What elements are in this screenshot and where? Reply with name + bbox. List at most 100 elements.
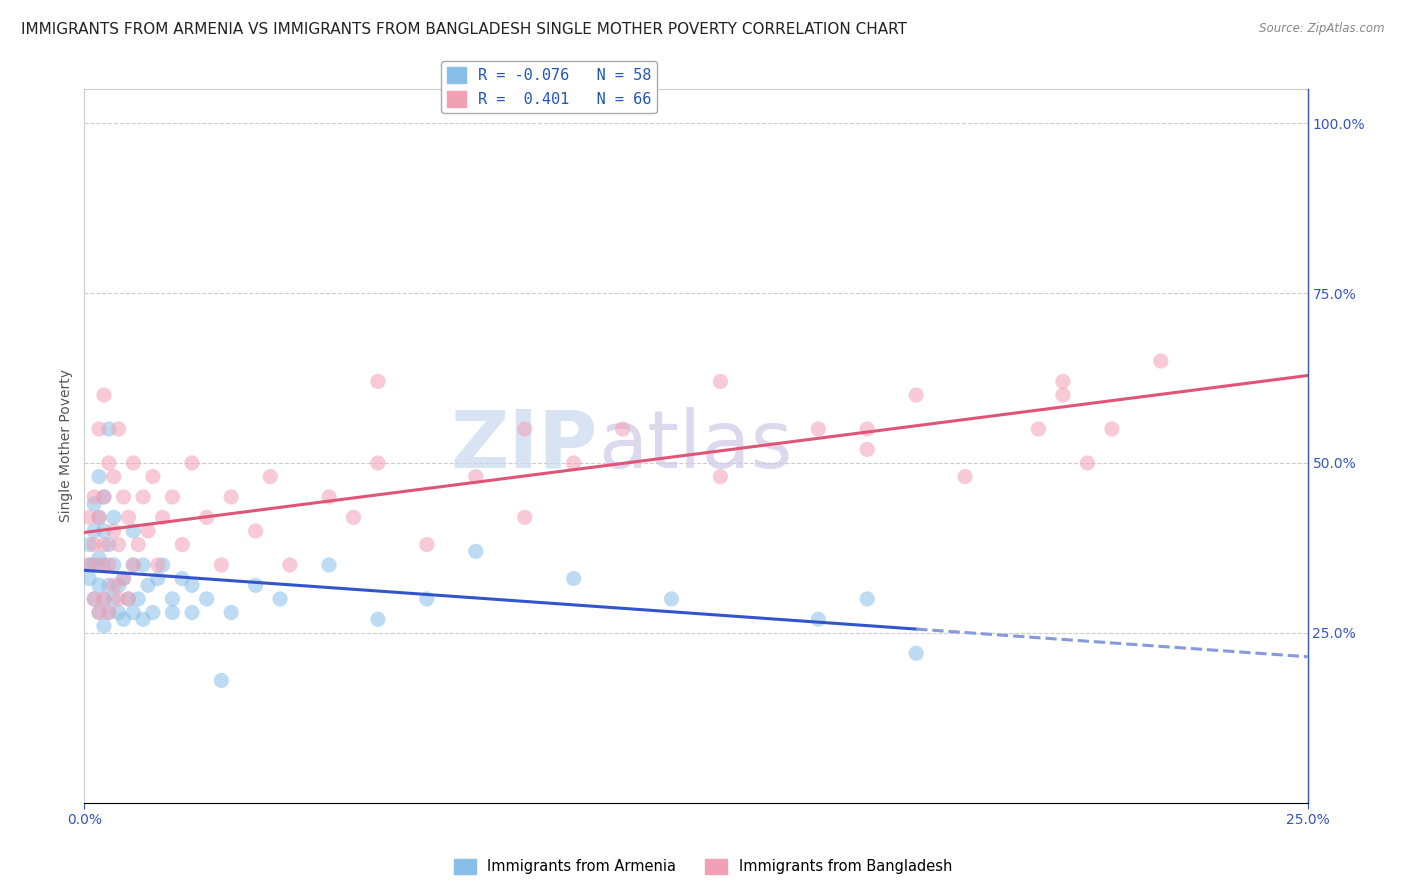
Point bbox=[142, 606, 165, 620]
Point bbox=[142, 469, 165, 483]
Point bbox=[562, 456, 585, 470]
Point bbox=[195, 591, 218, 606]
Point bbox=[97, 606, 120, 620]
Point bbox=[172, 572, 194, 586]
Point bbox=[122, 606, 145, 620]
Point bbox=[112, 572, 135, 586]
Point bbox=[136, 578, 159, 592]
Point bbox=[97, 422, 120, 436]
Point bbox=[152, 558, 174, 572]
Point bbox=[181, 578, 204, 592]
Point bbox=[87, 578, 110, 592]
Point bbox=[367, 612, 389, 626]
Point bbox=[278, 558, 301, 572]
Point bbox=[103, 524, 125, 538]
Point bbox=[513, 510, 536, 524]
Point bbox=[132, 612, 155, 626]
Point bbox=[97, 606, 120, 620]
Point bbox=[107, 591, 129, 606]
Point bbox=[103, 510, 125, 524]
Point bbox=[132, 558, 155, 572]
Text: Source: ZipAtlas.com: Source: ZipAtlas.com bbox=[1260, 22, 1385, 36]
Point bbox=[464, 469, 486, 483]
Point bbox=[513, 422, 536, 436]
Point bbox=[181, 456, 204, 470]
Point bbox=[136, 524, 159, 538]
Y-axis label: Single Mother Poverty: Single Mother Poverty bbox=[59, 369, 73, 523]
Point bbox=[87, 606, 110, 620]
Point bbox=[87, 469, 110, 483]
Point bbox=[122, 558, 145, 572]
Point bbox=[107, 578, 129, 592]
Point bbox=[97, 537, 120, 551]
Point bbox=[93, 490, 115, 504]
Point bbox=[219, 490, 242, 504]
Point bbox=[112, 612, 135, 626]
Point bbox=[318, 490, 340, 504]
Point bbox=[93, 591, 115, 606]
Point bbox=[1052, 375, 1074, 389]
Point bbox=[162, 606, 184, 620]
Point bbox=[245, 578, 267, 592]
Point bbox=[162, 490, 184, 504]
Point bbox=[77, 537, 100, 551]
Point bbox=[245, 524, 267, 538]
Point bbox=[83, 591, 105, 606]
Point bbox=[146, 558, 169, 572]
Point bbox=[87, 551, 110, 566]
Point bbox=[117, 591, 139, 606]
Point bbox=[93, 388, 115, 402]
Point bbox=[269, 591, 291, 606]
Point bbox=[83, 558, 105, 572]
Point bbox=[122, 524, 145, 538]
Point bbox=[93, 558, 115, 572]
Point bbox=[905, 646, 928, 660]
Point bbox=[93, 537, 115, 551]
Point bbox=[416, 537, 439, 551]
Point bbox=[83, 524, 105, 538]
Point bbox=[905, 388, 928, 402]
Point bbox=[93, 524, 115, 538]
Legend: Immigrants from Armenia, Immigrants from Bangladesh: Immigrants from Armenia, Immigrants from… bbox=[449, 853, 957, 880]
Point bbox=[107, 422, 129, 436]
Point bbox=[83, 537, 105, 551]
Legend: R = -0.076   N = 58, R =  0.401   N = 66: R = -0.076 N = 58, R = 0.401 N = 66 bbox=[441, 62, 657, 113]
Point bbox=[709, 375, 731, 389]
Point bbox=[127, 537, 149, 551]
Point bbox=[93, 619, 115, 633]
Point bbox=[83, 490, 105, 504]
Point bbox=[77, 558, 100, 572]
Point bbox=[117, 510, 139, 524]
Point bbox=[87, 558, 110, 572]
Point bbox=[953, 469, 976, 483]
Point bbox=[464, 544, 486, 558]
Point bbox=[661, 591, 683, 606]
Point bbox=[416, 591, 439, 606]
Text: ZIP: ZIP bbox=[451, 407, 598, 485]
Point bbox=[1052, 388, 1074, 402]
Point bbox=[122, 558, 145, 572]
Point bbox=[856, 591, 879, 606]
Point bbox=[93, 490, 115, 504]
Point bbox=[856, 442, 879, 457]
Point bbox=[77, 558, 100, 572]
Point bbox=[117, 591, 139, 606]
Point bbox=[87, 422, 110, 436]
Point bbox=[807, 422, 830, 436]
Point bbox=[209, 673, 232, 688]
Point bbox=[1101, 422, 1123, 436]
Point bbox=[1150, 354, 1173, 368]
Text: IMMIGRANTS FROM ARMENIA VS IMMIGRANTS FROM BANGLADESH SINGLE MOTHER POVERTY CORR: IMMIGRANTS FROM ARMENIA VS IMMIGRANTS FR… bbox=[21, 22, 907, 37]
Point bbox=[219, 606, 242, 620]
Point bbox=[132, 490, 155, 504]
Point bbox=[93, 591, 115, 606]
Point bbox=[87, 510, 110, 524]
Point bbox=[83, 591, 105, 606]
Point bbox=[807, 612, 830, 626]
Point bbox=[195, 510, 218, 524]
Point bbox=[181, 606, 204, 620]
Point bbox=[103, 578, 125, 592]
Point bbox=[342, 510, 364, 524]
Point bbox=[112, 490, 135, 504]
Point bbox=[97, 456, 120, 470]
